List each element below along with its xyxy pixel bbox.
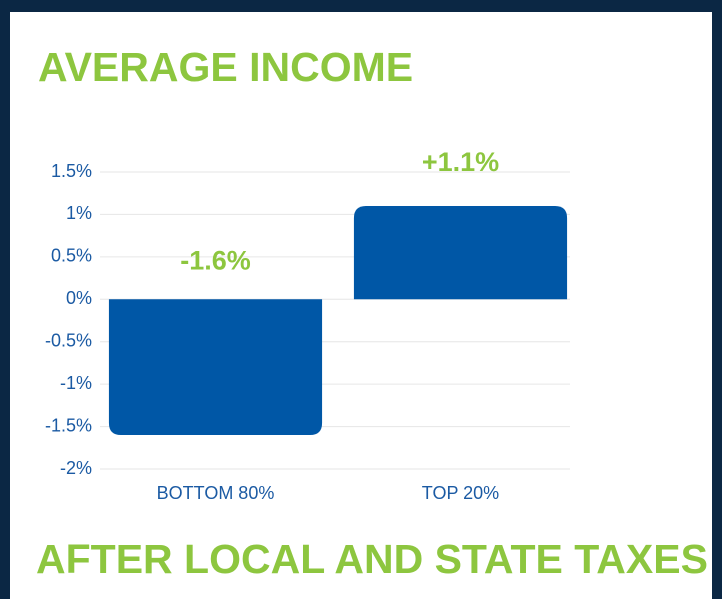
x-tick-label: BOTTOM 80% [157,483,275,503]
bar [108,299,323,436]
x-tick-label: TOP 20% [422,483,499,503]
chart-subtitle: AFTER LOCAL AND STATE TAXES [36,536,708,582]
y-tick-label: -2% [60,458,92,478]
y-tick-label: -0.5% [45,330,92,350]
y-tick-label: -1.5% [45,415,92,435]
y-tick-label: 1.5% [51,161,92,181]
data-label: -1.6% [180,245,251,275]
y-tick-label: 1% [66,203,92,223]
chart-title: AVERAGE INCOME [38,44,413,90]
y-tick-label: -1% [60,373,92,393]
bar [353,205,568,300]
data-label: +1.1% [422,147,499,177]
y-tick-label: 0% [66,288,92,308]
y-tick-label: 0.5% [51,246,92,266]
